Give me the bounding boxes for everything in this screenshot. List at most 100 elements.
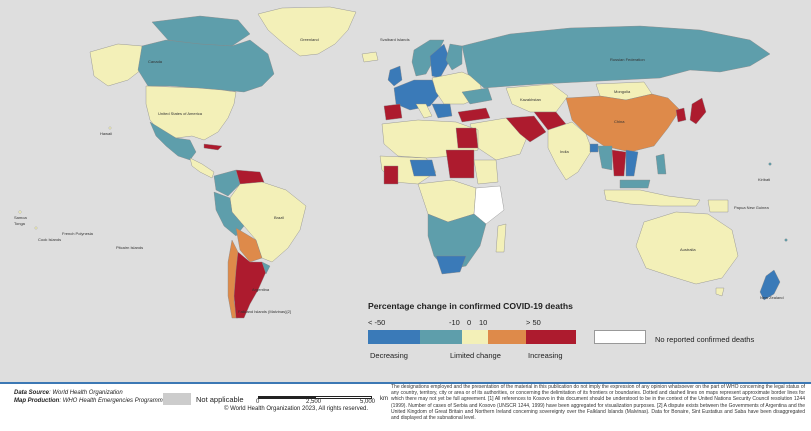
label-new-zealand: New Zealand <box>760 295 784 300</box>
label-mongolia: Mongolia <box>614 89 631 94</box>
region-sudan <box>445 149 475 179</box>
scale-bar-segment <box>258 396 315 399</box>
copyright: © World Health Organization 2023, All ri… <box>224 406 369 412</box>
region-sweden <box>429 43 451 79</box>
region-indonesia <box>603 189 701 207</box>
legend-category-limited: Limited change <box>450 351 501 360</box>
legend-title: Percentage change in confirmed COVID-19 … <box>368 301 573 311</box>
disclaimer: The designations employed and the presen… <box>391 384 805 422</box>
legend-tick: > 50 <box>526 318 541 327</box>
region-finland <box>445 43 463 71</box>
region-balkans <box>431 103 453 119</box>
region-turkey <box>457 107 491 123</box>
region-argentina <box>233 251 267 319</box>
region-egypt <box>455 127 479 149</box>
legend-swatch-decreasing-strong <box>368 330 420 344</box>
region-bangladesh <box>589 143 599 153</box>
region-central-america <box>189 157 215 179</box>
label-pitcairn: Pitcairn Islands <box>116 245 144 250</box>
region-bolivia <box>235 227 263 263</box>
footer: Data Source: World Health Organization M… <box>0 384 811 431</box>
label-india: India <box>560 149 569 154</box>
region-vietnam <box>625 149 639 177</box>
region-usa <box>145 85 237 141</box>
region-pacific-islands <box>768 162 772 166</box>
label-usa: United States of America <box>158 111 203 116</box>
region-myanmar <box>597 145 613 171</box>
region-madagascar <box>495 223 507 253</box>
label-french-polynesia: French Polynesia <box>62 231 93 236</box>
region-colombia <box>213 169 241 197</box>
data-source: Data Source: World Health Organization <box>14 390 123 396</box>
region-pacific-islands <box>784 238 788 242</box>
legend-swatch-increasing <box>488 330 526 344</box>
not-applicable-swatch <box>163 393 191 405</box>
label-china: China <box>614 119 625 124</box>
scale-label: 5,000 <box>360 399 376 405</box>
region-uk <box>387 65 403 87</box>
label-kazakhstan: Kazakhstan <box>520 97 541 102</box>
map-production: Map Production: WHO Health Emergencies P… <box>14 398 167 404</box>
region-iran <box>505 115 547 143</box>
region-ukraine <box>461 87 493 105</box>
region-russia <box>461 25 771 89</box>
region-philippines <box>655 153 667 175</box>
label-russia: Russian Federation <box>610 57 645 62</box>
region-italy <box>415 103 433 119</box>
label-australia: Australia <box>680 247 696 252</box>
region-india <box>547 121 593 181</box>
region-japan <box>689 97 707 125</box>
region-pacific-islands <box>18 210 22 214</box>
legend-swatch-increasing-strong <box>526 330 576 344</box>
legend-swatch-no-data <box>594 330 646 344</box>
label-cook-islands: Cook Islands <box>38 237 62 242</box>
region-iberia <box>383 103 403 121</box>
region-canada <box>137 39 275 93</box>
label-svalbard: Svalbard Islands <box>380 37 410 42</box>
region-mexico <box>149 121 197 161</box>
region-australia <box>635 211 739 285</box>
label-greenland: Greenland <box>300 37 319 42</box>
region-ethiopia <box>473 159 499 185</box>
legend-swatch-decreasing <box>420 330 462 344</box>
legend-tick: 0 <box>467 318 472 327</box>
label-samoa: Samoa <box>14 215 27 220</box>
label-tonga: Tonga <box>14 221 25 226</box>
region-hawaii <box>108 126 112 130</box>
region-malaysia <box>619 179 651 189</box>
region-uruguay <box>261 261 271 275</box>
region-south-africa <box>435 255 467 275</box>
region-korea <box>675 107 687 123</box>
data-source-value: World Health Organization <box>52 390 123 396</box>
region-greenland <box>257 6 357 57</box>
region-cuba <box>203 143 223 151</box>
label-argentina: Argentina <box>252 287 270 292</box>
label-kiribati: Kiribati <box>758 177 771 182</box>
scale-label: 0 <box>256 399 260 405</box>
label-png: Papua New Guinea <box>734 205 769 210</box>
label-falklands: Falkland Islands (Malvinas)[2] <box>238 309 291 314</box>
scale-bar: 0 2,500 5,000 km <box>256 396 388 405</box>
region-nigeria <box>409 159 437 177</box>
legend-tick: < -50 <box>368 318 386 327</box>
region-iceland <box>361 51 379 63</box>
scale-label: 2,500 <box>306 399 322 405</box>
legend-swatch-limited <box>462 330 488 344</box>
region-tasmania <box>715 287 725 297</box>
world-map-svg <box>0 0 811 382</box>
map-production-label: Map Production <box>14 398 60 404</box>
legend-category-decreasing: Decreasing <box>370 351 408 360</box>
data-source-label: Data Source <box>14 390 50 396</box>
region-new-zealand <box>759 269 781 301</box>
world-map: Greenland Canada United States of Americ… <box>0 0 811 382</box>
label-hawaii: Hawaii <box>100 131 113 136</box>
region-east-africa <box>473 185 505 225</box>
legend-tick: 10 <box>479 318 488 327</box>
scale-bar-segment <box>315 396 372 399</box>
not-applicable-label: Not applicable <box>196 395 244 404</box>
map-production-value: WHO Health Emergencies Programme <box>62 398 167 404</box>
legend-category-increasing: Increasing <box>528 351 563 360</box>
footer-divider <box>0 382 811 384</box>
legend-tick: -10 <box>449 318 460 327</box>
region-alaska <box>89 43 147 87</box>
